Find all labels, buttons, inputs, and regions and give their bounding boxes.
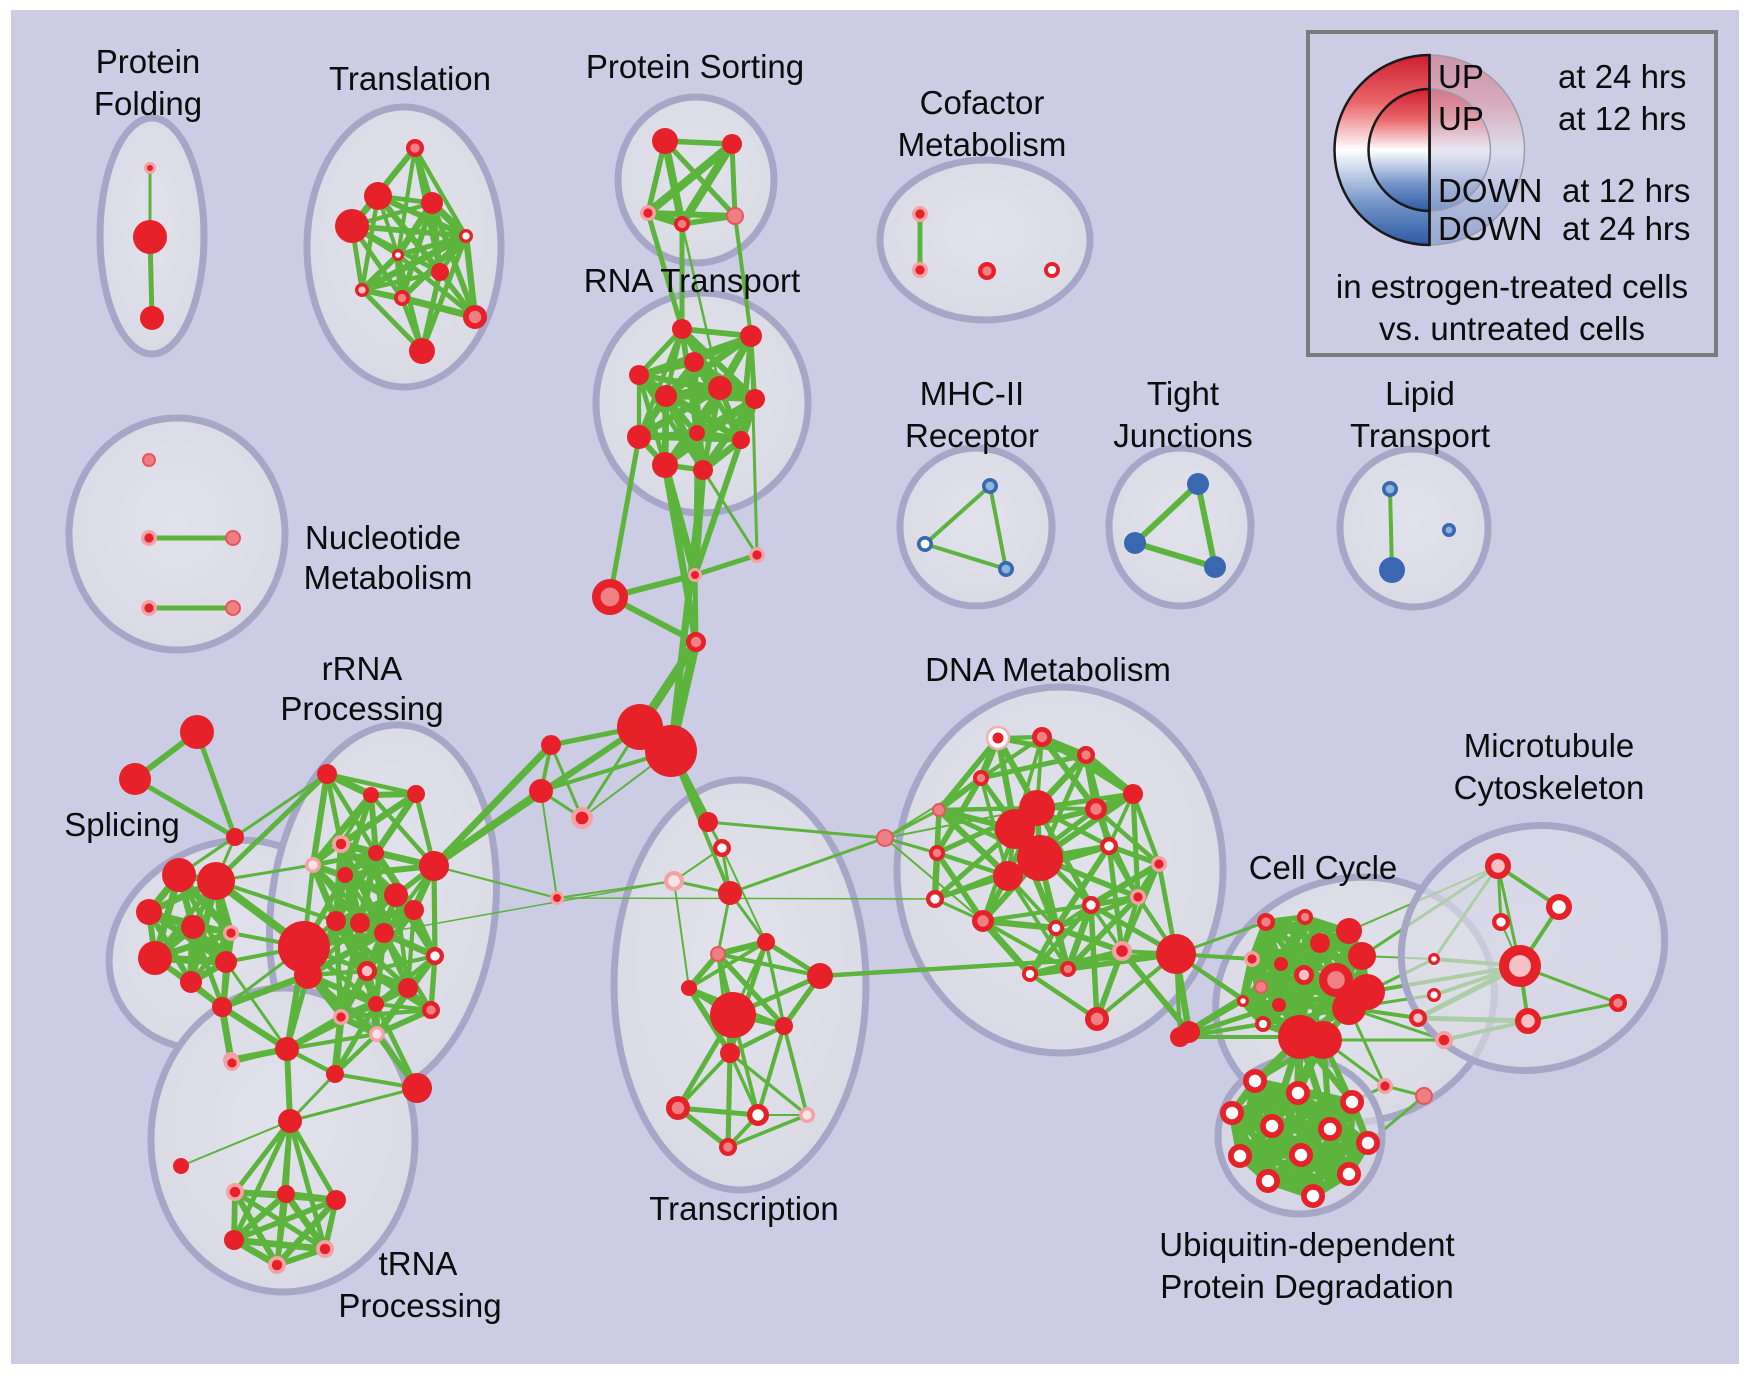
svg-text:RNA Transport: RNA Transport [584,262,800,299]
svg-text:DOWN: DOWN [1438,172,1542,209]
svg-text:at 24 hrs: at 24 hrs [1562,210,1690,247]
svg-text:Protein: Protein [96,43,201,80]
svg-text:Cell Cycle: Cell Cycle [1249,849,1398,886]
svg-text:Tight: Tight [1147,375,1219,412]
svg-text:Receptor: Receptor [905,417,1039,454]
svg-text:Metabolism: Metabolism [304,559,473,596]
svg-text:Transcription: Transcription [649,1190,839,1227]
svg-text:Lipid: Lipid [1385,375,1455,412]
svg-text:at 12 hrs: at 12 hrs [1558,100,1686,137]
svg-text:rRNA: rRNA [322,650,403,687]
svg-text:at 12 hrs: at 12 hrs [1562,172,1690,209]
svg-text:tRNA: tRNA [379,1245,458,1282]
svg-text:Folding: Folding [94,85,202,122]
svg-text:Cofactor: Cofactor [920,84,1045,121]
svg-text:MHC-II: MHC-II [920,375,1024,412]
svg-text:Cytoskeleton: Cytoskeleton [1454,769,1645,806]
svg-text:Translation: Translation [329,60,491,97]
svg-text:vs. untreated cells: vs. untreated cells [1379,310,1645,347]
svg-text:DNA Metabolism: DNA Metabolism [925,651,1171,688]
svg-text:Nucleotide: Nucleotide [305,519,461,556]
svg-text:Ubiquitin-dependent: Ubiquitin-dependent [1159,1226,1454,1263]
svg-text:in estrogen-treated cells: in estrogen-treated cells [1336,268,1688,305]
svg-text:Protein Degradation: Protein Degradation [1160,1268,1454,1305]
svg-text:Transport: Transport [1350,417,1490,454]
svg-text:Protein Sorting: Protein Sorting [586,48,804,85]
svg-text:Metabolism: Metabolism [898,126,1067,163]
svg-text:UP: UP [1438,100,1484,137]
svg-text:DOWN: DOWN [1438,210,1542,247]
svg-text:Splicing: Splicing [64,806,180,843]
svg-text:Microtubule: Microtubule [1464,727,1635,764]
svg-text:Junctions: Junctions [1113,417,1252,454]
svg-text:Processing: Processing [280,690,443,727]
svg-text:Processing: Processing [338,1287,501,1324]
svg-text:UP: UP [1438,58,1484,95]
svg-text:at 24 hrs: at 24 hrs [1558,58,1686,95]
